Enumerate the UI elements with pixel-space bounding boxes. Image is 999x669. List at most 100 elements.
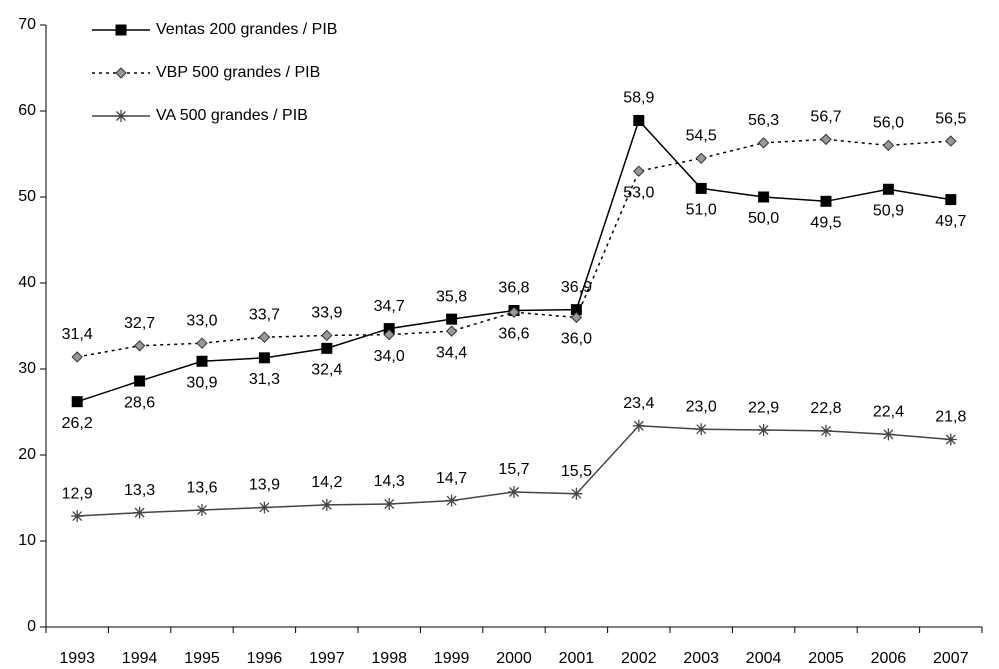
x-tick-label: 1997 xyxy=(309,650,345,667)
data-label: 50,0 xyxy=(748,210,779,227)
data-label: 32,4 xyxy=(311,362,342,379)
data-label: 56,7 xyxy=(810,109,841,126)
x-tick-label: 2002 xyxy=(621,650,657,667)
data-label: 14,3 xyxy=(374,473,405,490)
point xyxy=(757,424,770,437)
point xyxy=(944,433,957,446)
y-tick-label: 70 xyxy=(18,16,36,33)
point xyxy=(196,355,208,367)
legend-marker xyxy=(115,67,127,79)
data-label: 36,9 xyxy=(561,279,592,296)
point xyxy=(633,114,645,126)
legend-marker xyxy=(115,110,127,122)
point xyxy=(71,396,83,408)
point xyxy=(71,351,83,363)
data-label: 36,0 xyxy=(561,331,592,348)
point xyxy=(258,352,270,364)
y-tick-label: 20 xyxy=(18,446,36,463)
point xyxy=(321,329,333,342)
data-label: 32,7 xyxy=(124,315,155,332)
data-label: 50,9 xyxy=(873,202,904,219)
point xyxy=(320,498,333,511)
data-label: 14,7 xyxy=(436,470,467,487)
point xyxy=(757,137,770,149)
data-label: 34,0 xyxy=(374,348,405,365)
data-label: 36,6 xyxy=(498,325,529,342)
data-label: 33,0 xyxy=(186,312,217,329)
data-label: 36,8 xyxy=(498,280,529,297)
point xyxy=(882,183,894,195)
data-label: 56,5 xyxy=(935,110,966,127)
y-tick-label: 0 xyxy=(27,618,36,635)
point xyxy=(383,323,395,335)
point xyxy=(695,152,707,165)
x-tick-label: 1996 xyxy=(247,650,283,667)
point xyxy=(945,194,957,206)
point xyxy=(570,304,582,316)
x-tick-label: 2007 xyxy=(933,650,969,667)
x-tick-label: 1999 xyxy=(434,650,470,667)
data-label: 33,7 xyxy=(249,306,280,323)
data-label: 14,2 xyxy=(311,474,342,491)
point xyxy=(820,424,832,437)
point xyxy=(445,325,458,337)
x-tick-label: 1995 xyxy=(184,650,220,667)
legend-label: VA 500 grandes / PIB xyxy=(156,107,308,124)
x-tick-label: 1993 xyxy=(59,650,95,667)
point xyxy=(570,487,583,500)
data-label: 34,7 xyxy=(374,298,405,315)
point xyxy=(383,328,395,341)
x-tick-label: 2004 xyxy=(746,650,782,667)
data-label: 53,0 xyxy=(623,184,654,201)
point xyxy=(258,501,271,514)
point xyxy=(570,311,583,324)
point xyxy=(820,195,832,207)
series-line xyxy=(76,119,951,403)
data-label: 56,0 xyxy=(873,115,904,132)
point xyxy=(196,504,208,517)
data-label: 33,9 xyxy=(311,305,342,322)
y-tick-label: 60 xyxy=(18,102,36,119)
x-tick-label: 2006 xyxy=(871,650,907,667)
data-label: 22,9 xyxy=(748,399,779,416)
point xyxy=(508,306,520,318)
data-label: 21,8 xyxy=(935,409,966,426)
point xyxy=(133,340,146,352)
point xyxy=(133,506,146,519)
point xyxy=(446,313,458,325)
data-label: 49,5 xyxy=(810,215,841,232)
point xyxy=(882,428,895,441)
legend-label: Ventas 200 grandes / PIB xyxy=(156,21,337,38)
data-label: 23,0 xyxy=(686,398,717,415)
point xyxy=(196,337,208,349)
data-label: 49,7 xyxy=(935,213,966,230)
point xyxy=(632,419,645,432)
point xyxy=(134,375,146,387)
legend-marker xyxy=(115,24,127,36)
data-label: 31,4 xyxy=(62,326,93,343)
x-tick-label: 1994 xyxy=(122,650,158,667)
x-tick-label: 1998 xyxy=(371,650,407,667)
data-label: 30,9 xyxy=(186,374,217,391)
data-label: 56,3 xyxy=(748,112,779,129)
data-label: 31,3 xyxy=(249,371,280,388)
point xyxy=(695,423,708,436)
point xyxy=(258,331,271,343)
y-tick-label: 10 xyxy=(18,532,36,549)
point xyxy=(758,191,770,203)
point xyxy=(882,139,895,152)
data-label: 34,4 xyxy=(436,344,467,361)
data-label: 22,8 xyxy=(810,400,841,417)
x-tick-label: 2001 xyxy=(559,650,595,667)
data-label: 13,3 xyxy=(124,482,155,499)
data-label: 15,7 xyxy=(498,461,529,478)
data-label: 35,8 xyxy=(436,288,467,305)
data-label: 12,9 xyxy=(62,485,93,502)
point xyxy=(508,485,520,498)
data-label: 15,5 xyxy=(561,463,592,480)
y-tick-label: 50 xyxy=(18,188,36,205)
point xyxy=(633,165,645,177)
point xyxy=(383,498,396,511)
data-label: 54,5 xyxy=(686,128,717,145)
y-tick-label: 40 xyxy=(18,274,36,291)
